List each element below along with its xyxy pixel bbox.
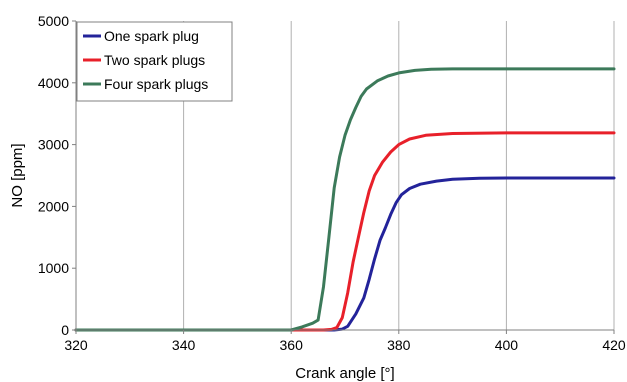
x-tick-label: 340 xyxy=(172,337,196,353)
legend-label: One spark plug xyxy=(104,28,199,44)
x-tick-label: 380 xyxy=(387,337,411,353)
y-tick-label: 4000 xyxy=(38,75,69,91)
legend-box xyxy=(76,21,233,102)
x-tick-label: 420 xyxy=(602,337,626,353)
x-axis-title: Crank angle [°] xyxy=(295,365,394,382)
y-tick-label: 3000 xyxy=(38,137,69,153)
series-line xyxy=(74,131,616,332)
x-tick-label: 320 xyxy=(64,337,88,353)
legend-label: Four spark plugs xyxy=(104,76,208,92)
axes xyxy=(72,20,615,334)
series-line xyxy=(74,67,616,332)
legend-items: One spark plug Two spark plugs Four spark … xyxy=(83,28,208,92)
series-lines xyxy=(74,67,616,332)
x-tick-label: 400 xyxy=(495,337,519,353)
series-line xyxy=(74,176,616,332)
legend: One spark plug Two spark plugs Four spark … xyxy=(76,21,233,102)
y-tick-label: 2000 xyxy=(38,198,69,214)
y-tick-label: 0 xyxy=(61,322,69,338)
x-tick-label: 360 xyxy=(280,337,304,353)
grid-lines xyxy=(183,21,615,330)
tick-labels: 0 1000 2000 3000 4000 5000 320 340 360 380 400 420 xyxy=(38,13,626,353)
legend-label: Two spark plugs xyxy=(104,52,205,68)
y-tick-label: 1000 xyxy=(38,260,69,276)
y-tick-label: 5000 xyxy=(38,13,69,29)
y-axis-title: NO [ppm] xyxy=(9,143,26,207)
